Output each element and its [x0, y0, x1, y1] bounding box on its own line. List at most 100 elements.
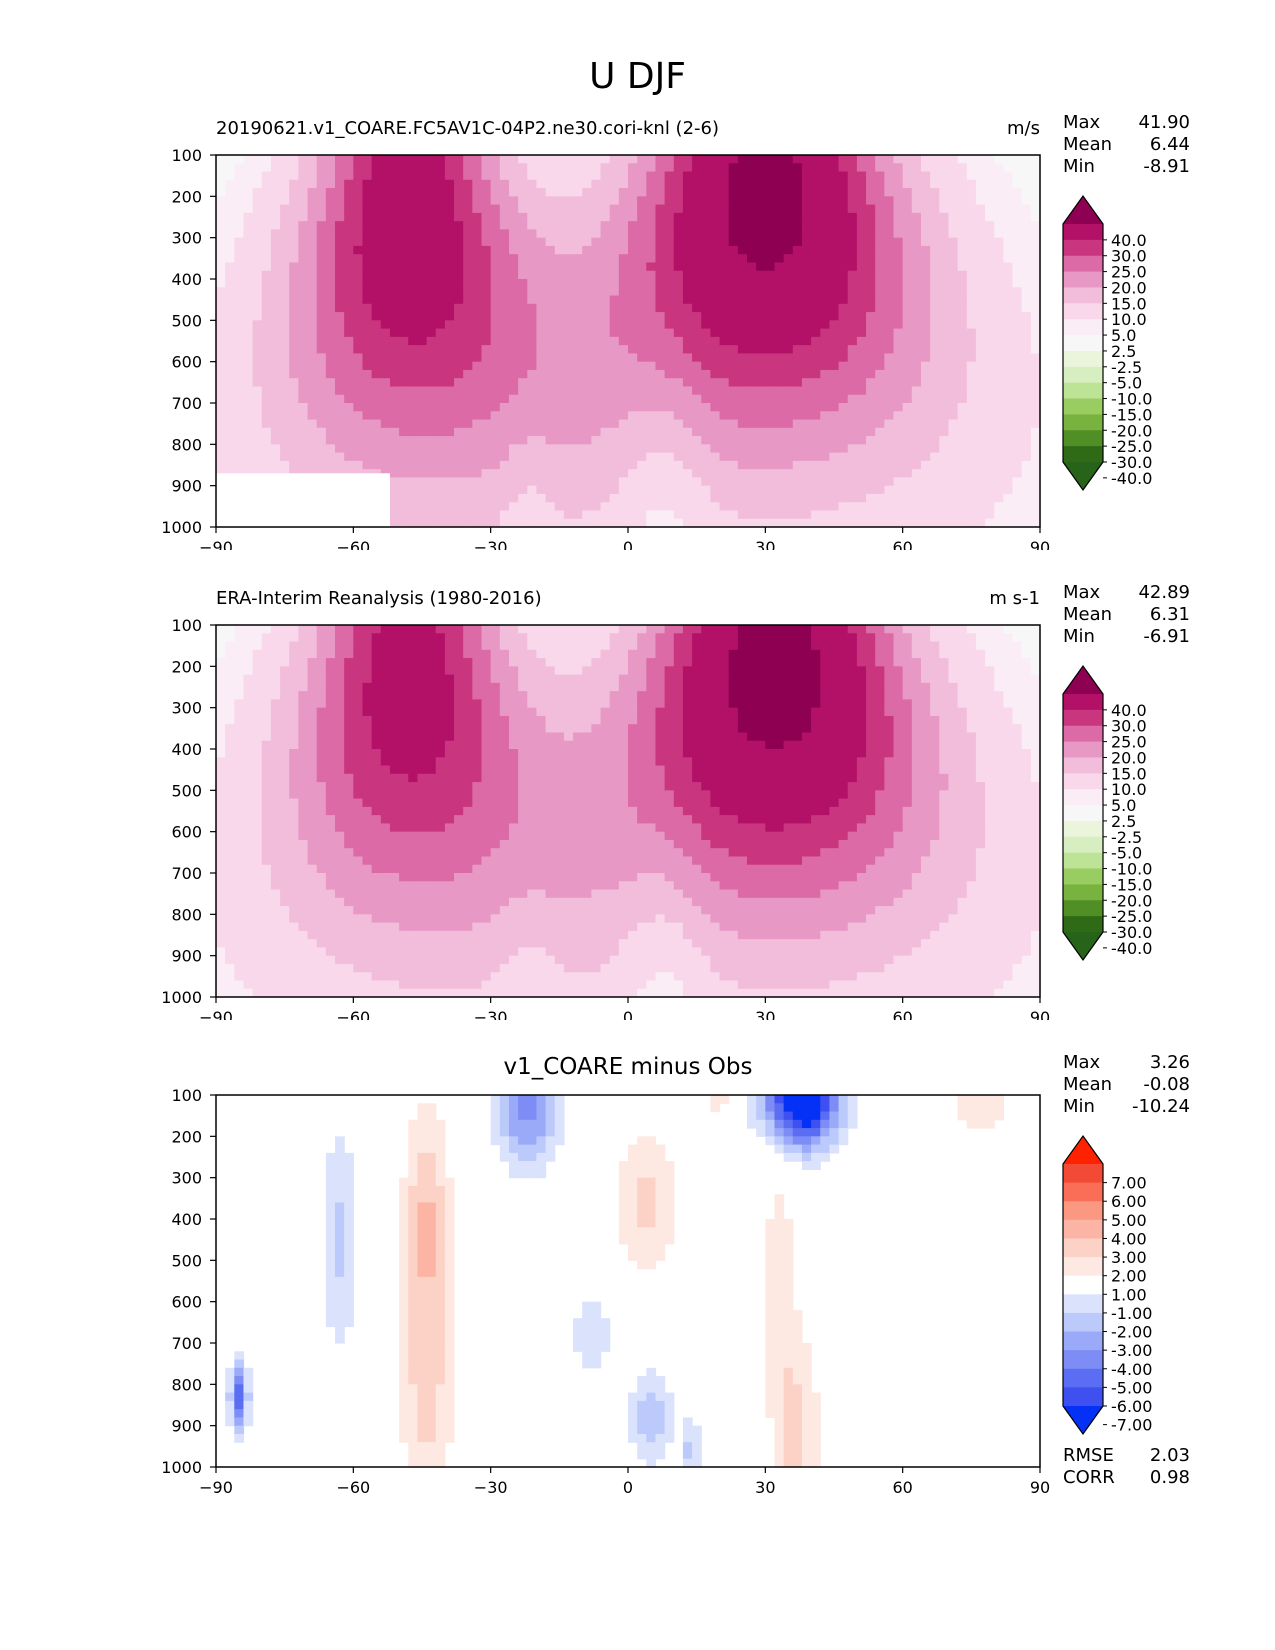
contour-cell: [774, 361, 785, 371]
contour-cell: [966, 361, 977, 371]
contour-cell: [508, 469, 519, 478]
contour-cell: [454, 254, 464, 264]
contour-cell: [966, 345, 977, 354]
contour-cell: [966, 155, 977, 164]
contour-cell: [893, 279, 904, 288]
contour-cell: [1012, 245, 1023, 255]
contour-cell: [792, 485, 803, 495]
contour-cell: [225, 823, 235, 833]
contour-cell: [838, 336, 849, 346]
contour-cell: [673, 312, 684, 321]
contour-cell: [710, 403, 721, 412]
contour-cell: [618, 303, 629, 313]
contour-cell: [216, 782, 226, 791]
contour-cell: [765, 518, 776, 528]
contour-cell: [216, 922, 226, 932]
contour-cell: [856, 378, 867, 388]
contour-cell: [399, 196, 409, 206]
contour-cell: [792, 303, 803, 313]
contour-cell: [225, 188, 235, 197]
contour-cell: [225, 955, 235, 965]
contour-cell: [280, 320, 290, 330]
contour-cell: [682, 279, 693, 288]
contour-cell: [765, 419, 776, 429]
contour-cell: [646, 510, 657, 520]
contour-cell: [353, 427, 364, 437]
contour-cell: [545, 460, 556, 470]
contour-cell: [664, 444, 675, 454]
contour-cell: [783, 419, 794, 429]
contour-cell: [682, 436, 693, 445]
contour-cell: [1012, 452, 1023, 462]
contour-cell: [985, 345, 995, 354]
contour-cell: [335, 831, 345, 841]
contour-cell: [225, 221, 235, 230]
contour-cell: [957, 477, 968, 487]
contour-cell: [628, 270, 638, 280]
contour-cell: [1021, 279, 1032, 288]
contour-cell: [261, 649, 272, 659]
contour-cell: [362, 691, 373, 700]
contour-cell: [1012, 510, 1023, 520]
contour-cell: [408, 295, 419, 305]
contour-cell: [994, 502, 1004, 512]
missing-data-region: [216, 473, 390, 527]
contour-cell: [600, 502, 611, 512]
contour-cell: [783, 270, 794, 280]
contour-cell: [701, 295, 711, 305]
contour-cell: [481, 394, 492, 404]
contour-cell: [756, 510, 766, 520]
panel-title: 20190621.v1_COARE.FC5AV1C-04P2.ne30.cori…: [216, 118, 719, 139]
contour-cell: [261, 633, 272, 643]
contour-cell: [234, 740, 245, 750]
contour-cell: [701, 419, 711, 429]
contour-cell: [664, 485, 675, 495]
contour-cell: [829, 419, 840, 429]
contour-cell: [435, 237, 446, 247]
contour-cell: [875, 436, 885, 445]
contour-cell: [362, 625, 373, 634]
contour-cell: [765, 510, 776, 520]
contour-cell: [408, 353, 419, 363]
contour-cell: [710, 229, 721, 239]
contour-cell: [975, 493, 986, 503]
contour-cell: [573, 163, 583, 173]
contour-cell: [325, 674, 336, 684]
contour-cell: [252, 666, 263, 676]
contour-cell: [939, 229, 950, 239]
contour-cell: [884, 394, 895, 404]
contour-cell: [838, 378, 849, 388]
contour-cell: [389, 469, 400, 478]
contour-cell: [216, 179, 226, 189]
contour-cell: [911, 279, 922, 288]
contour-cell: [893, 204, 904, 214]
contour-cell: [307, 823, 318, 833]
contour-cell: [536, 502, 547, 512]
contour-cell: [316, 336, 327, 346]
contour-cell: [280, 353, 290, 363]
contour-cell: [545, 427, 556, 437]
contour-cell: [371, 798, 382, 808]
contour-cell: [573, 320, 583, 330]
contour-cell: [801, 427, 812, 437]
contour-cell: [856, 361, 867, 371]
contour-cell: [573, 328, 583, 338]
contour-cell: [820, 419, 831, 429]
contour-cell: [490, 469, 501, 478]
contour-cell: [270, 386, 281, 396]
contour-cell: [829, 204, 840, 214]
contour-cell: [829, 303, 840, 313]
contour-cell: [335, 237, 345, 247]
contour-cell: [499, 419, 510, 429]
contour-cell: [518, 196, 528, 206]
contour-cell: [719, 262, 730, 272]
contour-cell: [463, 171, 473, 181]
contour-cell: [426, 245, 437, 255]
contour-cell: [389, 485, 400, 495]
contour-cell: [719, 394, 730, 404]
contour-cell: [728, 212, 739, 222]
contour-cell: [261, 889, 272, 899]
contour-cell: [234, 798, 245, 808]
contour-cell: [298, 815, 309, 824]
contour-cell: [280, 386, 290, 396]
